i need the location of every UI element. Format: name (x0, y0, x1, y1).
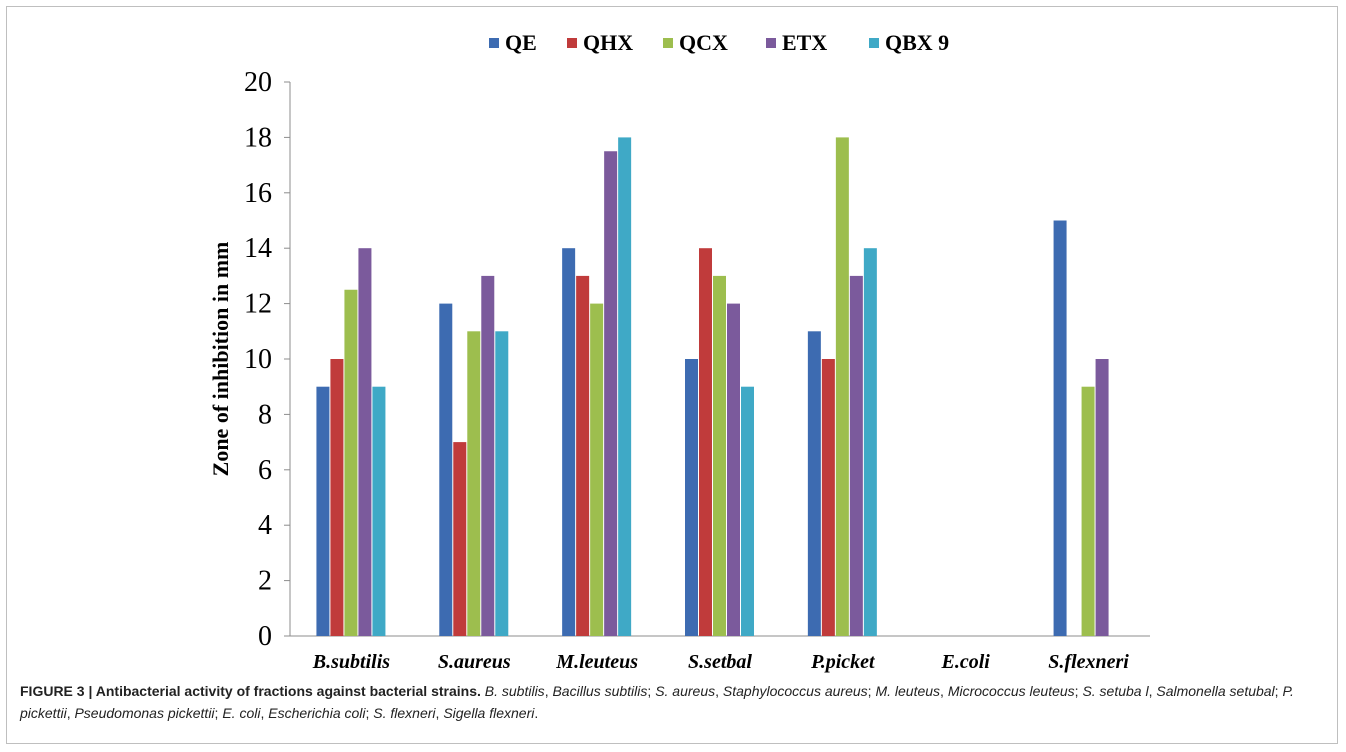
y-tick-label: 18 (244, 122, 272, 153)
legend-label: QBX 9 (885, 30, 949, 55)
bar-etx (727, 303, 740, 636)
bar-qe (807, 331, 821, 636)
y-axis-label: Zone of inhibition in mm (208, 242, 233, 477)
legend-swatch (489, 38, 499, 48)
bar-qe (562, 248, 576, 636)
bar-etx (1095, 359, 1109, 636)
legend-swatch (869, 38, 879, 48)
caption-fullname: Staphylococcus aureus (722, 683, 868, 699)
bar-qe (439, 303, 453, 636)
bar-qhx (576, 275, 590, 636)
bar-qcx (590, 303, 604, 636)
caption-fullname: Escherichia coli (268, 705, 366, 721)
caption-fullname: Micrococcus leuteus (947, 683, 1075, 699)
bar-etx (481, 275, 495, 636)
caption-abbr: E. coli (222, 705, 261, 721)
bar-qbx9 (863, 248, 877, 636)
bar-etx (604, 151, 618, 636)
caption-fullname: Bacillus subtilis (552, 683, 648, 699)
y-tick-label: 10 (244, 344, 272, 375)
bar-qbx9 (741, 386, 754, 636)
y-tick-label: 16 (244, 178, 272, 209)
x-tick-label: P.picket (810, 651, 876, 673)
caption-abbr: S. setuba l (1082, 683, 1149, 699)
legend-swatch (567, 38, 577, 48)
figure-caption: FIGURE 3 | Antibacterial activity of fra… (20, 680, 1330, 724)
bar-qcx (467, 331, 481, 636)
legend-label: ETX (782, 30, 827, 55)
x-tick-label: E.coli (941, 651, 991, 673)
caption-title: FIGURE 3 | Antibacterial activity of fra… (20, 683, 481, 699)
y-tick-label: 0 (258, 621, 272, 652)
legend-swatch (663, 38, 673, 48)
x-tick-label: S.aureus (438, 651, 511, 673)
bar-qhx (821, 359, 835, 636)
bar-qhx (699, 248, 712, 636)
x-tick-label: B.subtilis (312, 651, 390, 673)
bar-qbx9 (495, 331, 509, 636)
bar-qcx (344, 289, 358, 636)
caption-abbr: B. subtilis (484, 683, 545, 699)
bar-chart: QE QHX QCX ETX QBX 9 Zone of inhibition in m… (208, 30, 1150, 673)
bar-qe (685, 359, 698, 636)
caption-abbreviations: B. subtilis, Bacillus subtilis; S. aureu… (20, 683, 1294, 721)
caption-abbr: S. aureus (655, 683, 716, 699)
y-tick-label: 6 (258, 455, 272, 486)
caption-fullname: Salmonella setubal (1156, 683, 1275, 699)
caption-abbr: P. pickettii (20, 683, 1294, 721)
bar-qe (1053, 220, 1067, 636)
bar-qcx (713, 275, 726, 636)
bar-qhx (330, 359, 344, 636)
legend-label: QHX (583, 30, 633, 55)
legend-label: QCX (679, 30, 728, 55)
x-tick-label: M.leuteus (555, 651, 638, 673)
y-tick-label: 4 (258, 510, 272, 541)
bar-qbx9 (618, 137, 632, 636)
bar-etx (358, 248, 372, 636)
y-tick-label: 8 (258, 399, 272, 430)
bar-qhx (453, 442, 467, 636)
bar-qe (316, 386, 330, 636)
caption-fullname: Pseudomonas pickettii (74, 705, 215, 721)
y-tick-label: 12 (244, 289, 272, 320)
bar-qbx9 (372, 386, 386, 636)
legend-swatch (766, 38, 776, 48)
legend-label: QE (505, 30, 537, 55)
figure-frame (6, 6, 1338, 744)
caption-fullname: Sigella flexneri (443, 705, 535, 721)
bar-series (316, 137, 1109, 636)
caption-abbr: S. flexneri (373, 705, 436, 721)
y-axis-ticks: 0 2 4 6 8 10 12 14 16 18 20 (244, 67, 290, 652)
x-tick-label: S.setbal (688, 651, 752, 673)
chart-legend: QE QHX QCX ETX QBX 9 (489, 30, 949, 55)
caption-abbr: M. leuteus (875, 683, 941, 699)
y-tick-label: 2 (258, 566, 272, 597)
x-tick-label: S.flexneri (1048, 651, 1129, 673)
x-axis-ticks: B.subtilis S.aureus M.leuteus S.setbal P.pic… (312, 651, 1129, 673)
bar-qcx (835, 137, 849, 636)
bar-qcx (1081, 386, 1095, 636)
y-tick-label: 20 (244, 67, 272, 98)
y-tick-label: 14 (244, 233, 272, 264)
bar-etx (849, 275, 863, 636)
